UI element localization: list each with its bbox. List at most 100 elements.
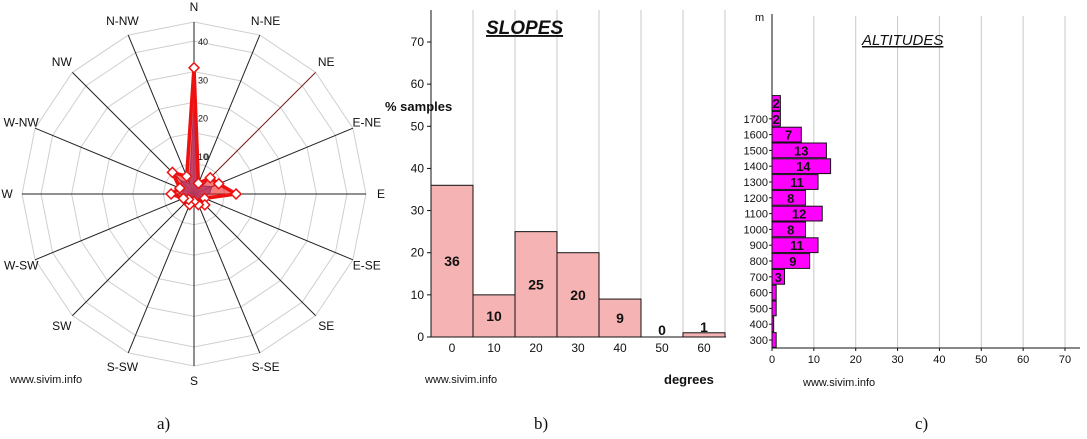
slopes-bar-value-label: 9 <box>616 310 624 326</box>
radar-point <box>180 170 193 183</box>
wind-rose-panel: N N-NE NE E-NE E E-SE SE S-SE S S-SW SW W-SW W W-NW NW… <box>1 0 385 433</box>
altitudes-x-tick-label: 30 <box>891 354 903 366</box>
altitudes-bar-value-label: 2 <box>773 96 780 111</box>
altitudes-y-tick-label: 1000 <box>744 224 768 236</box>
slopes-bar <box>514 231 558 338</box>
altitudes-x-tick-label: 0 <box>769 354 775 366</box>
radar-point <box>230 187 243 200</box>
radar-spoke <box>193 72 316 195</box>
slopes-bar-value-label: 10 <box>486 308 502 324</box>
altitudes-bar-value-label: 11 <box>790 238 804 253</box>
altitudes-y-tick-label: 1300 <box>744 177 768 189</box>
radial-tick-label: 30 <box>198 75 208 85</box>
altitudes-y-tick-label: 300 <box>750 335 768 347</box>
slopes-x-label: degrees <box>664 372 714 387</box>
radar-spoke <box>193 34 261 195</box>
radar-spoke <box>127 34 195 195</box>
radar-point <box>166 166 179 179</box>
slopes-y-tick-label: 50 <box>411 119 425 133</box>
altitudes-y-ticks: 300 400 500 600 700 800 900 1000 1100 1200 1300 140… <box>744 114 772 347</box>
slopes-y-tick-label: 30 <box>411 204 425 218</box>
slopes-bar-value-label: 20 <box>570 287 586 303</box>
radial-tick-label: 10 <box>198 152 208 162</box>
altitudes-bar-value-label: 13 <box>794 143 808 158</box>
radar-point <box>177 192 190 205</box>
radar-spoke <box>193 193 316 316</box>
altitudes-y-tick-label: 500 <box>750 303 768 315</box>
direction-label: SW <box>52 319 72 333</box>
altitudes-bar-value-label: 11 <box>790 175 804 190</box>
slopes-x-tick-label: 40 <box>613 341 627 355</box>
altitudes-bar-value-label: 3 <box>775 270 782 285</box>
slopes-x-tick-label: 10 <box>487 341 501 355</box>
altitudes-bar-value-label: 8 <box>787 222 794 237</box>
radar-spoke <box>34 193 195 261</box>
slopes-bar <box>598 298 642 338</box>
radar-point <box>192 177 205 190</box>
panel-b-caption: b) <box>534 414 548 433</box>
radial-tick-labels: 10 20 30 40 0 <box>198 37 209 162</box>
radar-point <box>173 182 186 195</box>
slopes-bar-value-label: 36 <box>444 253 460 269</box>
radar-point <box>212 177 225 190</box>
altitudes-y-unit: m <box>755 12 764 24</box>
altitudes-bar <box>771 332 777 348</box>
radar-spoke <box>72 193 195 316</box>
panel-a-caption: a) <box>157 414 170 433</box>
slopes-histogram-panel: 36 10 25 20 9 0 1 0 10 20 30 40 50 60 70 0 10 20 30 40 50 6… <box>385 10 726 433</box>
direction-label: N-NE <box>251 14 280 28</box>
direction-label: N <box>190 0 199 14</box>
altitudes-bar-value-label: 9 <box>789 254 796 269</box>
panel-c-credit: www.sivim.info <box>802 377 875 389</box>
direction-label: W-SW <box>4 259 39 273</box>
altitudes-y-tick-label: 1100 <box>744 209 768 221</box>
slopes-y-ticks: 0 10 20 30 40 50 60 70 <box>411 35 431 344</box>
altitudes-x-tick-label: 10 <box>808 354 820 366</box>
radar-spoke <box>193 193 354 261</box>
altitudes-x-tick-label: 20 <box>850 354 862 366</box>
slopes-x-tick-label: 0 <box>449 341 456 355</box>
altitudes-title: ALTITUDES <box>861 32 943 49</box>
altitudes-x-tick-label: 70 <box>1059 354 1071 366</box>
direction-label: E <box>377 187 385 201</box>
altitudes-y-tick-label: 1200 <box>744 193 768 205</box>
slopes-x-tick-label: 20 <box>529 341 543 355</box>
panel-b-credit: www.sivim.info <box>424 374 497 386</box>
radar-spoke <box>127 193 195 354</box>
altitudes-bar <box>771 300 777 317</box>
altitudes-y-tick-label: 400 <box>750 319 768 331</box>
direction-label: E-NE <box>352 115 381 129</box>
radial-tick-label: 20 <box>198 114 208 124</box>
slopes-y-label: % samples <box>385 99 452 114</box>
slopes-x-ticks: 0 10 20 30 40 50 60 <box>449 341 711 355</box>
direction-label: W-NW <box>4 115 40 129</box>
altitudes-bar-value-label: 14 <box>796 159 811 174</box>
slopes-y-tick-label: 0 <box>417 330 424 344</box>
slopes-bar-value-label: 25 <box>528 276 544 292</box>
altitudes-x-tick-label: 40 <box>933 354 945 366</box>
altitudes-bar-value-label: 8 <box>787 191 794 206</box>
altitudes-bar-value-label: 12 <box>792 207 806 222</box>
slopes-bar <box>556 252 600 338</box>
slopes-x-tick-label: 30 <box>571 341 585 355</box>
slopes-y-tick-label: 20 <box>411 246 425 260</box>
altitudes-y-tick-label: 1500 <box>744 145 768 157</box>
altitudes-y-tick-label: 600 <box>750 288 768 300</box>
direction-label: S <box>190 374 198 388</box>
radar-point <box>204 171 217 184</box>
altitudes-bar-value-label: 7 <box>785 128 792 143</box>
altitudes-y-tick-label: 800 <box>750 256 768 268</box>
slopes-bars: 36 10 25 20 9 0 1 <box>430 184 726 338</box>
slopes-bar-value-label: 1 <box>700 319 708 335</box>
direction-label: S-SW <box>107 360 139 374</box>
altitudes-y-tick-label: 1600 <box>744 130 768 142</box>
radar-spoke <box>193 193 261 354</box>
direction-labels: N N-NE NE E-NE E E-SE SE S-SE S S-SW SW W-SW W W-NW NW… <box>1 0 385 388</box>
altitudes-bar <box>771 284 777 301</box>
radar-point <box>188 61 201 74</box>
altitudes-y-tick-label: 700 <box>750 272 768 284</box>
direction-label: NE <box>318 55 335 69</box>
